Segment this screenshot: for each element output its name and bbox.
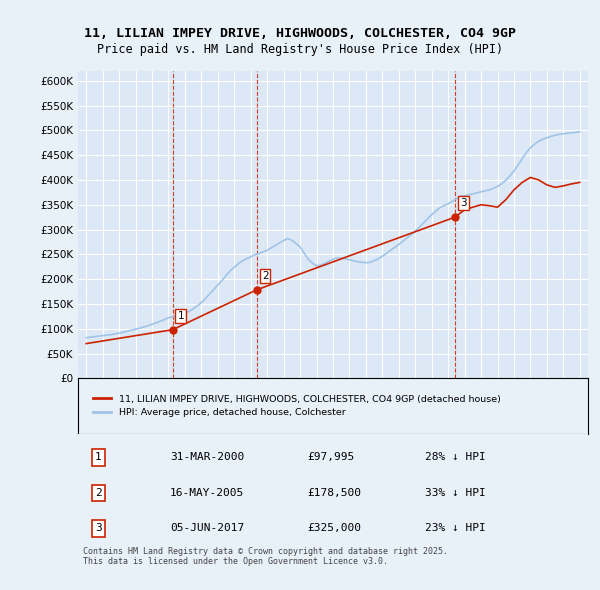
Text: 3: 3 (95, 523, 102, 533)
Text: 33% ↓ HPI: 33% ↓ HPI (425, 488, 485, 498)
Text: 16-MAY-2005: 16-MAY-2005 (170, 488, 244, 498)
Text: £97,995: £97,995 (308, 453, 355, 463)
Text: 31-MAR-2000: 31-MAR-2000 (170, 453, 244, 463)
Text: Contains HM Land Registry data © Crown copyright and database right 2025.
This d: Contains HM Land Registry data © Crown c… (83, 547, 448, 566)
Text: 23% ↓ HPI: 23% ↓ HPI (425, 523, 485, 533)
Legend: 11, LILIAN IMPEY DRIVE, HIGHWOODS, COLCHESTER, CO4 9GP (detached house), HPI: Av: 11, LILIAN IMPEY DRIVE, HIGHWOODS, COLCH… (88, 390, 506, 422)
Text: £325,000: £325,000 (308, 523, 361, 533)
Text: 28% ↓ HPI: 28% ↓ HPI (425, 453, 485, 463)
Text: Price paid vs. HM Land Registry's House Price Index (HPI): Price paid vs. HM Land Registry's House … (97, 43, 503, 56)
Text: £178,500: £178,500 (308, 488, 361, 498)
Text: 3: 3 (460, 198, 467, 208)
Text: 2: 2 (95, 488, 102, 498)
Text: 1: 1 (178, 311, 184, 321)
Text: 11, LILIAN IMPEY DRIVE, HIGHWOODS, COLCHESTER, CO4 9GP: 11, LILIAN IMPEY DRIVE, HIGHWOODS, COLCH… (84, 27, 516, 40)
Text: 05-JUN-2017: 05-JUN-2017 (170, 523, 244, 533)
Text: 1: 1 (95, 453, 102, 463)
Text: 2: 2 (262, 271, 268, 281)
